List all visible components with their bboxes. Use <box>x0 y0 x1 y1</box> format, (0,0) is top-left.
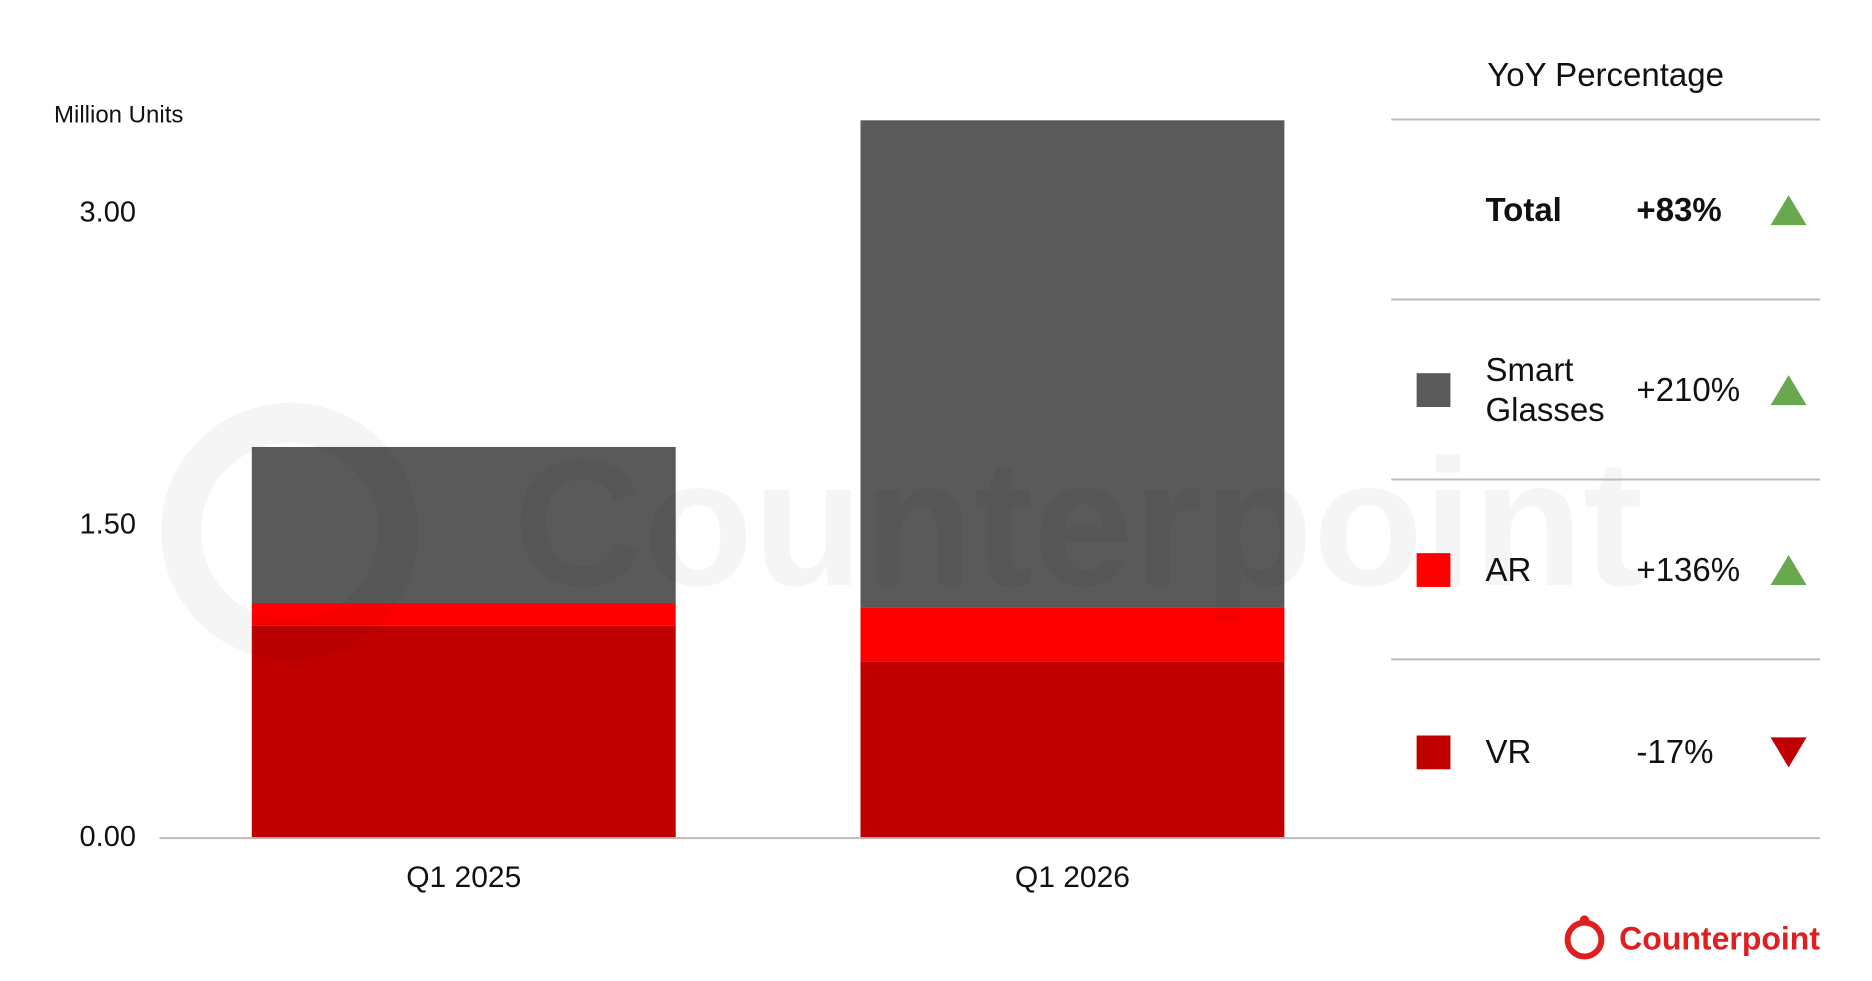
trend-arrow <box>1770 195 1807 226</box>
bar-segment <box>251 625 676 839</box>
yoy-change: -17% <box>1636 733 1714 771</box>
total-label: Total <box>1485 191 1562 229</box>
x-tick-label: Q1 2025 <box>406 861 521 894</box>
y-tick-label: 1.50 <box>80 509 136 541</box>
logo-text: Counterpoint <box>1619 920 1820 956</box>
y-tick-label: 0.00 <box>80 821 136 853</box>
y-axis-label: Million Units <box>54 101 183 128</box>
legend-label: VR <box>1485 733 1532 771</box>
legend-label: AR <box>1485 551 1532 589</box>
bar-segment <box>251 446 676 604</box>
trend-arrow <box>1770 375 1807 406</box>
yoy-change: +136% <box>1636 551 1741 589</box>
bar-segment <box>860 120 1285 608</box>
panel-title: YoY Percentage <box>1487 55 1724 93</box>
yoy-change: +210% <box>1636 371 1741 409</box>
x-tick-label: Q1 2026 <box>1015 861 1130 894</box>
watermark: Counterpoint <box>513 423 1643 624</box>
legend-swatch <box>1416 735 1451 770</box>
logo-dot <box>1579 915 1590 926</box>
bar-segment <box>860 607 1285 662</box>
watermark-icon <box>161 402 419 661</box>
legend-label: Smart Glasses <box>1485 351 1605 429</box>
legend-swatch <box>1416 553 1451 587</box>
bar-segment <box>860 661 1285 839</box>
y-tick-label: 3.00 <box>80 197 136 229</box>
bar-segment <box>251 603 676 626</box>
trend-arrow <box>1770 555 1807 586</box>
trend-arrow <box>1770 737 1807 768</box>
legend-swatch <box>1416 373 1451 407</box>
total-change: +83% <box>1636 191 1722 229</box>
logo-icon <box>1564 919 1605 960</box>
